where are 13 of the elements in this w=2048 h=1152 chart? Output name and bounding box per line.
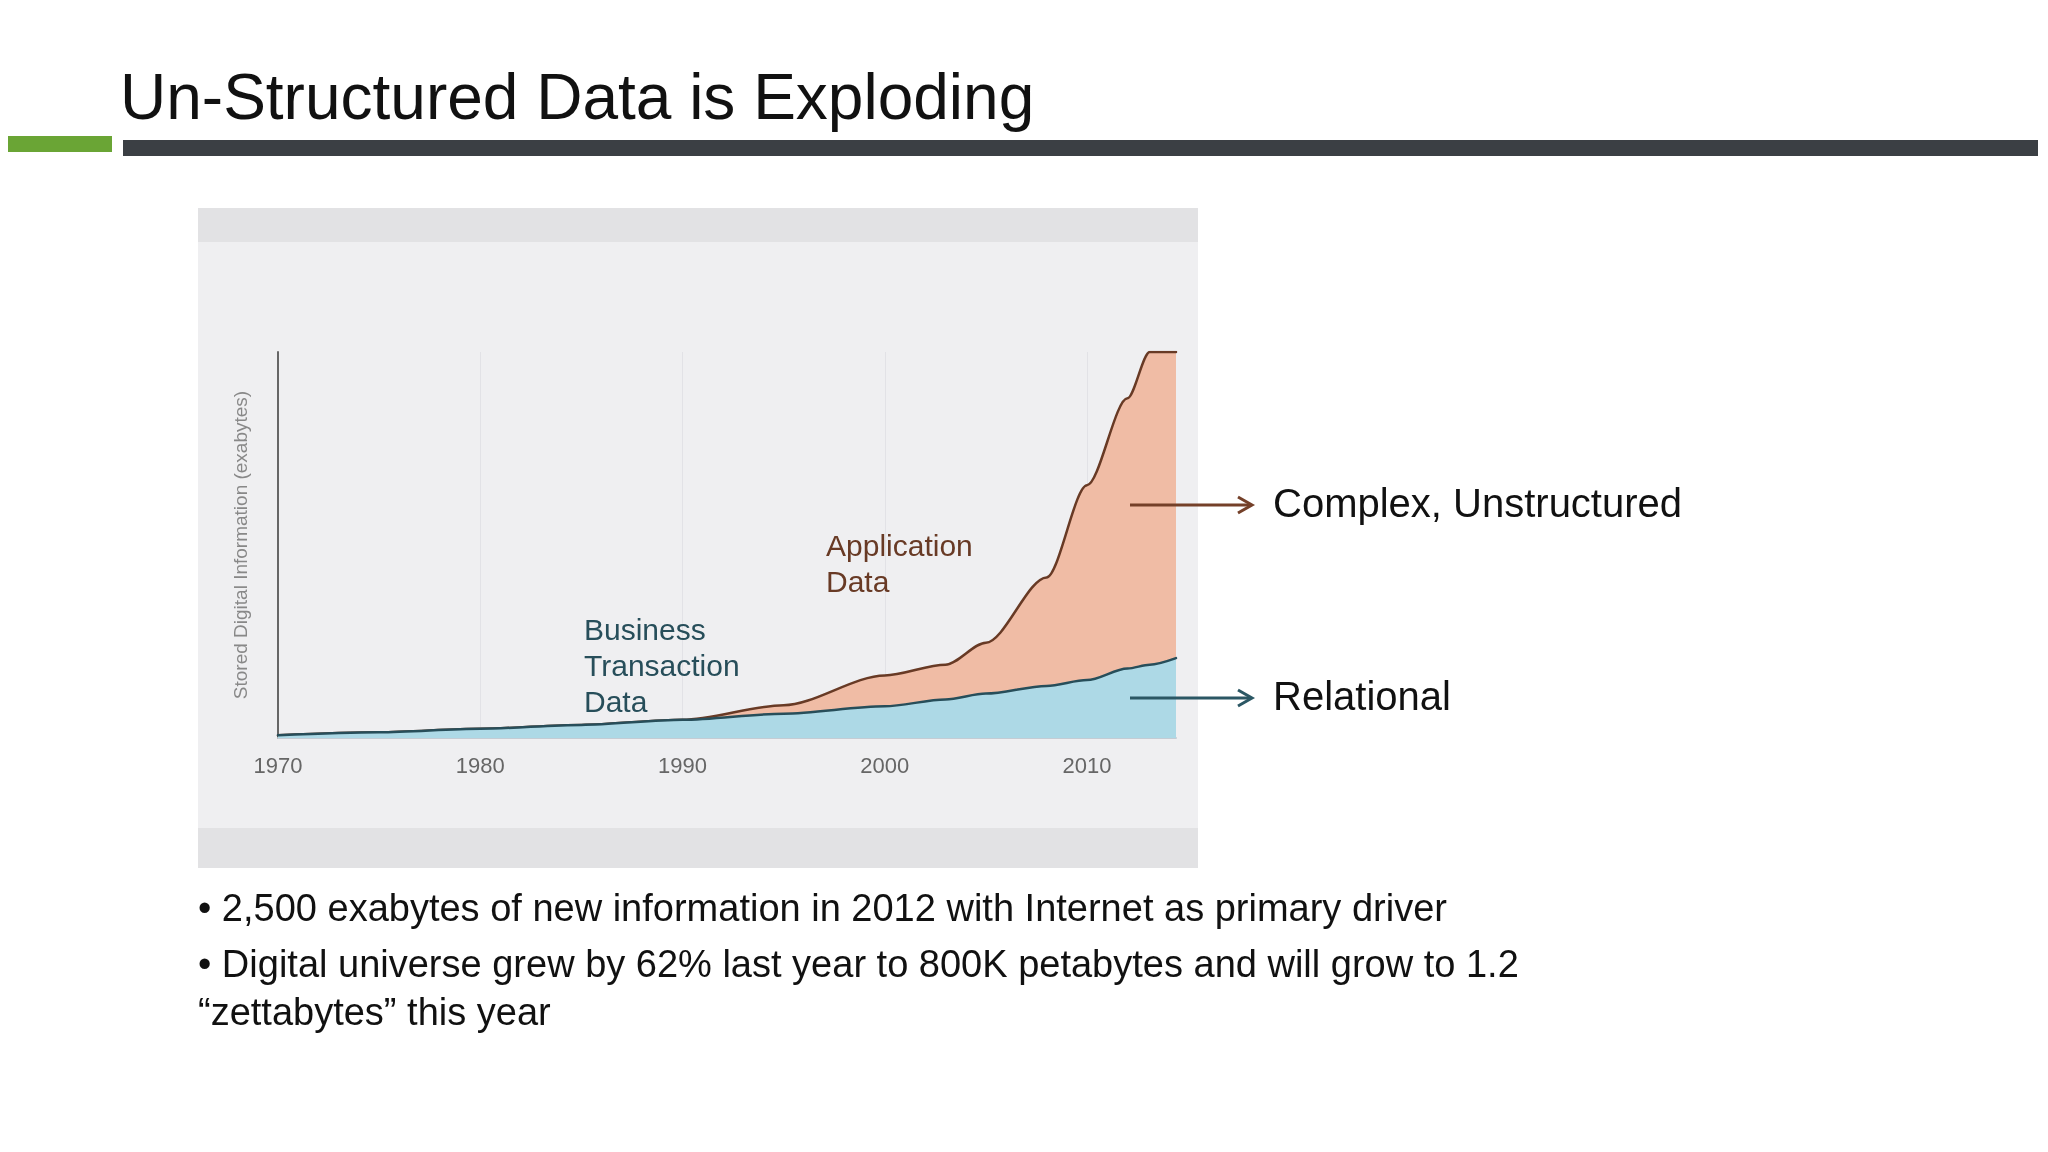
x-tick-label: 1980 [455, 752, 505, 778]
annotation: Business Transaction Data [584, 612, 741, 720]
annotation: Application Data [826, 528, 974, 600]
legend-label: Complex, Unstructured [1273, 481, 1683, 527]
text: • Digital universe grew by 62% last year to 800K petabytes and will grow to 1.2 “zettabytes” this year [198, 942, 1520, 1035]
text: • 2,500 exabytes of new information in 2012 with Internet as primary driver [198, 886, 1448, 931]
chart-title: Un-Structured Data is Exploding [120, 60, 1035, 134]
x-tick-label: 1970 [253, 752, 303, 778]
y-axis-title: Stored Digital Information (exabytes) [230, 390, 251, 700]
x-tick-label: 2010 [1062, 752, 1112, 778]
legend-label: Relational [1273, 674, 1451, 720]
x-tick-label: 1990 [658, 752, 707, 778]
x-tick-label: 2000 [860, 752, 910, 778]
